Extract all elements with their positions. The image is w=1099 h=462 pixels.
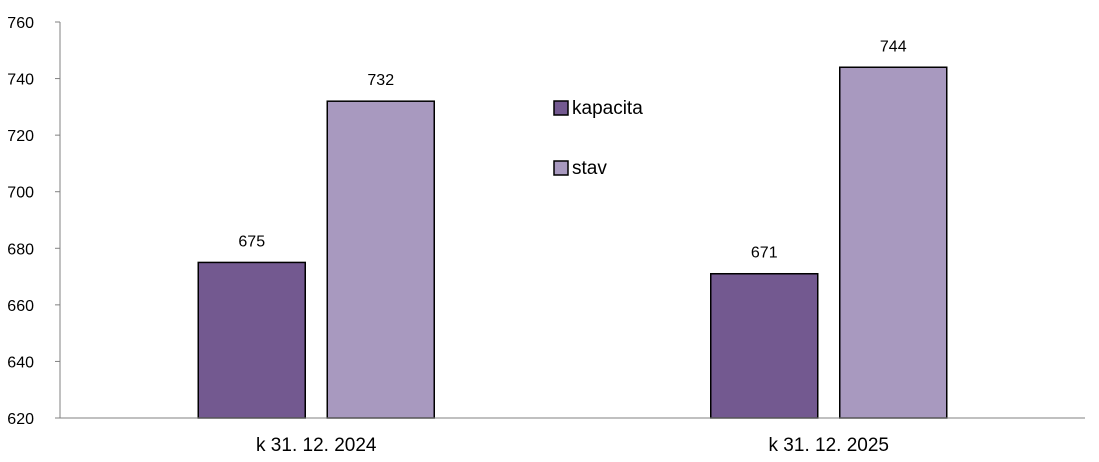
bar-stav-0: [326, 100, 435, 419]
y-axis: 620 640 660 680 700 720 740 760: [7, 15, 60, 428]
data-label-kapacita-0: 675: [238, 233, 265, 250]
x-category-label: k 31. 12. 2024: [256, 435, 377, 456]
y-tick-label: 760: [7, 15, 34, 32]
data-label-kapacita-1: 671: [751, 245, 778, 262]
y-tick-label: 700: [7, 185, 34, 202]
y-tick-label: 620: [7, 411, 34, 428]
bar-kapacita-0: [197, 261, 306, 419]
legend: kapacita stav: [553, 98, 643, 179]
bars-layer: [197, 66, 948, 419]
legend-label-kapacita: kapacita: [572, 98, 643, 119]
y-tick-label: 640: [7, 354, 34, 371]
data-labels-layer: 675 732 671 744: [238, 38, 906, 261]
legend-swatch-stav: [553, 160, 569, 176]
y-tick-label: 660: [7, 298, 34, 315]
y-tick-label: 720: [7, 128, 34, 145]
bar-stav-1: [839, 66, 948, 419]
y-tick-label: 680: [7, 241, 34, 258]
y-tick-label: 740: [7, 72, 34, 89]
legend-swatch-kapacita: [553, 100, 569, 116]
x-axis: k 31. 12. 2024 k 31. 12. 2025: [256, 435, 889, 456]
x-category-label: k 31. 12. 2025: [769, 435, 889, 456]
data-label-stav-0: 732: [367, 72, 394, 89]
bar-kapacita-1: [710, 272, 819, 419]
data-label-stav-1: 744: [880, 38, 907, 55]
legend-label-stav: stav: [572, 158, 607, 179]
